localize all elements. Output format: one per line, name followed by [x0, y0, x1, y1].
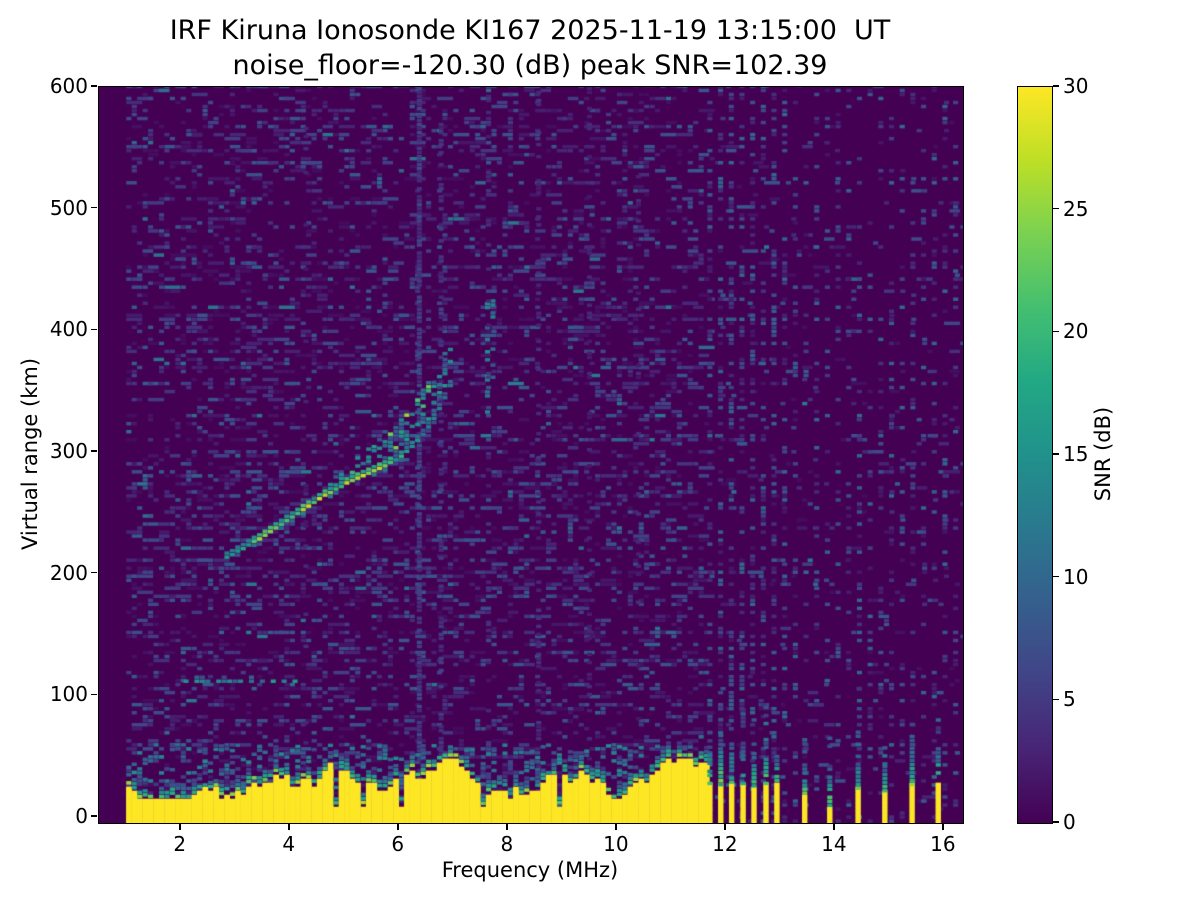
y-tick-label: 0	[75, 803, 88, 828]
colorbar-tick-label: 30	[1063, 74, 1089, 98]
plot-area	[98, 86, 964, 824]
x-tick-mark	[615, 824, 617, 830]
colorbar-tick-mark	[1053, 85, 1059, 87]
colorbar-tick-mark	[1053, 330, 1059, 333]
y-tick-label: 300	[49, 438, 88, 463]
colorbar-tick-mark	[1053, 207, 1059, 210]
colorbar-tick-mark	[1053, 698, 1059, 701]
y-tick-label: 100	[49, 682, 88, 707]
x-tick-label: 4	[282, 832, 296, 856]
x-tick-label: 10	[603, 832, 629, 856]
colorbar-tick-label: 10	[1063, 564, 1089, 589]
x-tick-mark	[724, 824, 726, 830]
x-axis-label: Frequency (MHz)	[441, 858, 619, 882]
x-tick-label: 16	[930, 832, 956, 856]
colorbar-tick-label: 25	[1063, 196, 1089, 221]
x-tick-label: 2	[173, 832, 187, 856]
colorbar	[1017, 86, 1053, 824]
colorbar-tick-mark	[1053, 453, 1059, 455]
y-tick-mark	[91, 85, 97, 87]
plot-subtitle: noise_floor=-120.30 (dB) peak SNR=102.39	[232, 50, 828, 81]
y-tick-label: 200	[49, 560, 88, 585]
colorbar-tick-label: 0	[1063, 810, 1076, 834]
colorbar-tick-label: 20	[1063, 319, 1089, 344]
x-tick-mark	[942, 824, 944, 830]
x-tick-label: 6	[391, 832, 405, 856]
colorbar-tick-mark	[1053, 575, 1059, 578]
colorbar-tick-label: 5	[1063, 687, 1076, 712]
x-tick-label: 12	[712, 832, 738, 856]
y-tick-mark	[91, 450, 97, 452]
y-tick-mark	[91, 815, 97, 817]
y-tick-label: 400	[49, 317, 88, 342]
x-tick-label: 14	[821, 832, 847, 856]
y-tick-mark	[91, 693, 97, 695]
y-tick-mark	[91, 206, 97, 209]
ionogram-heatmap-canvas	[99, 87, 963, 823]
x-tick-label: 8	[500, 832, 514, 856]
x-tick-mark	[833, 824, 835, 830]
x-tick-mark	[506, 824, 508, 830]
x-tick-mark	[397, 824, 399, 830]
colorbar-tick-mark	[1053, 821, 1059, 823]
x-tick-mark	[179, 824, 181, 830]
y-tick-mark	[91, 328, 97, 331]
colorbar-gradient	[1018, 87, 1052, 823]
y-tick-label: 500	[49, 195, 88, 220]
y-tick-mark	[91, 571, 97, 574]
x-tick-mark	[288, 824, 290, 830]
y-tick-label: 600	[49, 74, 88, 98]
colorbar-tick-label: 15	[1063, 442, 1089, 466]
plot-title: IRF Kiruna Ionosonde KI167 2025-11-19 13…	[169, 15, 891, 46]
